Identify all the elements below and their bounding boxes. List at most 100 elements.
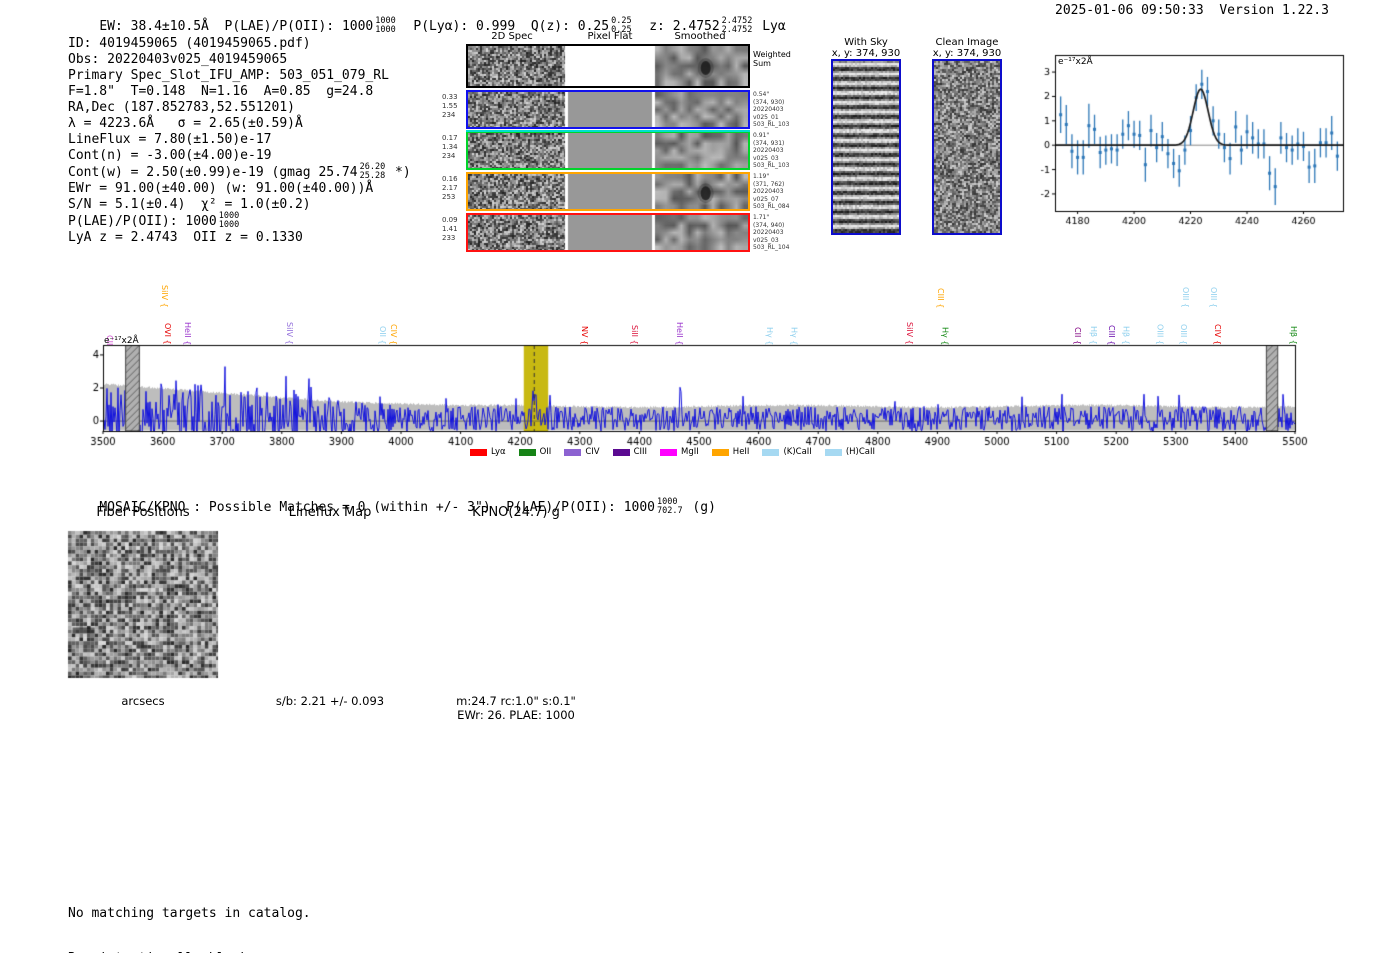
with-sky-panel <box>831 59 901 235</box>
note-line-2: Row intentionally blank. <box>68 951 311 953</box>
legend-label: Lyα <box>491 447 506 457</box>
z-classification: Lyα <box>754 19 786 34</box>
full-spectrum-plot <box>88 341 1330 455</box>
emission-line-label: CIV { <box>388 323 398 345</box>
weighted-sum-strip <box>466 44 750 88</box>
emission-line-label: OIII { <box>1208 286 1218 308</box>
strip-right-annotation: 1.71" (374, 940) 20220403 v025_03 503_RL… <box>753 214 790 252</box>
emission-line-label: Hβ { <box>1121 326 1131 345</box>
detection-id: ID: 4019459065 (4019459065.pdf) <box>68 36 311 51</box>
emission-line-label: SiIV { <box>285 322 295 345</box>
legend-label: HeII <box>732 447 750 457</box>
detection-info-block: ID: 4019459065 (4019459065.pdf) Obs: 202… <box>68 36 411 246</box>
legend-swatch <box>824 448 842 456</box>
emission-line-label: CIII { <box>935 287 945 308</box>
primary-spec-slot: Primary Spec_Slot_IFU_AMP: 503_051_079_R… <box>68 68 389 83</box>
catalog-notes: No matching targets in catalog. Row inte… <box>68 876 311 953</box>
emission-line-label: Hγ { <box>940 326 950 345</box>
with-sky-coords: x, y: 374, 930 <box>831 48 901 59</box>
cyan-divider-line <box>466 130 750 132</box>
col-header-smoothed: Smoothed <box>674 31 726 42</box>
summary-header: EW: 38.4±10.5Å P(LAE)/P(OII): 1000 1000 10… <box>68 3 786 50</box>
emission-line-label: HeII { <box>183 321 193 345</box>
legend-item: OII <box>518 447 552 457</box>
emission-line-label: CIII { <box>1107 324 1117 345</box>
emission-line-label: OIII { <box>1155 323 1165 345</box>
clean-image-coords: x, y: 374, 930 <box>932 48 1002 59</box>
spectrum-legend: Lyα OII CIV CIII MgII HeII (K)CaII (H)CaII <box>470 447 888 457</box>
kpno-title: KPNO(24.7) g <box>472 505 560 520</box>
mosaic-kpno-line: MOSAIC/KPNO : Possible Matches = 0 (with… <box>99 497 716 516</box>
legend-label: OII <box>539 447 552 457</box>
legend-item: MgII <box>660 447 699 457</box>
fiber-xlabel: arcsecs <box>121 694 165 708</box>
z-frac: 2.4752 2.4752 <box>721 16 753 35</box>
lineflux: LineFlux = 7.80(±1.50)e-17 <box>68 132 272 147</box>
plae-poii-value: P(LAE)/P(OII): 1000 <box>224 19 374 34</box>
legend-item: HeII <box>711 447 750 457</box>
mosaic-frac: 1000 702.7 <box>657 497 683 516</box>
emission-line-label: SiII { <box>630 325 640 345</box>
legend-swatch <box>564 448 582 456</box>
emission-line-label: Hγ { <box>764 326 774 345</box>
timestamp-version: 2025-01-06 09:50:33 Version 1.22.3 <box>1055 3 1329 18</box>
ew-value: EW: 38.4±10.5Å <box>99 19 225 34</box>
emission-line-label: Hγ { <box>789 326 799 345</box>
lineflux-map-title: Lineflux Map <box>288 505 372 520</box>
ewr: EWr = 91.00(±40.00) (w: 91.00(±40.00))Å <box>68 181 374 196</box>
legend-label: (K)CaII <box>783 447 812 457</box>
clean-image-panel <box>932 59 1002 235</box>
fiber-strip-4 <box>466 213 750 252</box>
note-line-1: No matching targets in catalog. <box>68 906 311 921</box>
legend-item: CIV <box>564 447 600 457</box>
emission-line-label: OVI { <box>162 323 172 345</box>
legend-item: (H)CaII <box>824 447 875 457</box>
strip-left-stats: 0.33 1.55 234 <box>442 93 458 119</box>
kpno-caption-1: m:24.7 rc:1.0" s:0.1" <box>456 694 576 708</box>
with-sky-image <box>833 61 899 233</box>
seeing-params: F=1.8" T=0.148 N=1.16 A=0.85 g=24.8 <box>68 84 374 99</box>
plae-frac: 1000 1000 <box>375 16 396 35</box>
ra-dec: RA,Dec (187.852783,52.551201) <box>68 100 295 115</box>
legend-swatch <box>612 448 630 456</box>
kpno-caption-2: EWr: 26. PLAE: 1000 <box>457 708 575 722</box>
emission-line-label: NV { <box>580 325 590 345</box>
fiber-strip-image <box>468 215 748 250</box>
emission-line-label: CII <box>105 334 115 345</box>
legend-swatch <box>711 448 729 456</box>
legend-label: (H)CaII <box>845 447 875 457</box>
fiber-strip-image <box>468 133 748 168</box>
emission-line-label: SiIV { <box>904 322 914 345</box>
legend-swatch <box>660 448 678 456</box>
legend-item: (K)CaII <box>762 447 812 457</box>
emission-line-label: SiIV { <box>159 285 169 308</box>
lineflux-caption: s/b: 2.21 +/- 0.093 <box>275 694 385 708</box>
fiber-strip-1 <box>466 90 750 129</box>
obs-id: Obs: 20220403v025_4019459065 <box>68 52 288 67</box>
plae-line-frac: 1000 1000 <box>218 211 240 230</box>
fiber-strip-2 <box>466 131 750 170</box>
strip-left-stats: 0.16 2.17 253 <box>442 175 458 201</box>
emission-line-label: HeII { <box>674 321 684 345</box>
legend-label: MgII <box>681 447 699 457</box>
strip-left-stats: 0.09 1.41 233 <box>442 216 458 242</box>
spectrum-units-label: e⁻¹⁷x2Å <box>104 336 139 346</box>
cont-n: Cont(n) = -3.00(±4.00)e-19 <box>68 148 272 163</box>
z-value: z: 2.4752 <box>633 19 720 34</box>
legend-label: CIII <box>633 447 648 457</box>
clean-image <box>934 61 1000 233</box>
fiber-strip-image <box>468 174 748 209</box>
gmag-frac: 26.20 25.28 <box>359 162 386 181</box>
fiber-strip-image <box>468 92 748 127</box>
emission-line-label: OII { <box>378 326 388 345</box>
emission-line-label: CII { <box>1073 327 1083 345</box>
qz-value: Q(z): 0.25 <box>530 19 610 34</box>
weighted-sum-image <box>468 46 748 86</box>
emission-line-label: OIII { <box>1180 286 1190 308</box>
legend-item: Lyα <box>470 447 506 457</box>
strip-left-stats: 0.17 1.34 234 <box>442 134 458 160</box>
line-fit-plot <box>1029 45 1349 231</box>
col-header-pixel-flat: Pixel Flat <box>587 31 633 42</box>
clean-image-title: Clean Image x, y: 374, 930 <box>911 37 1023 59</box>
